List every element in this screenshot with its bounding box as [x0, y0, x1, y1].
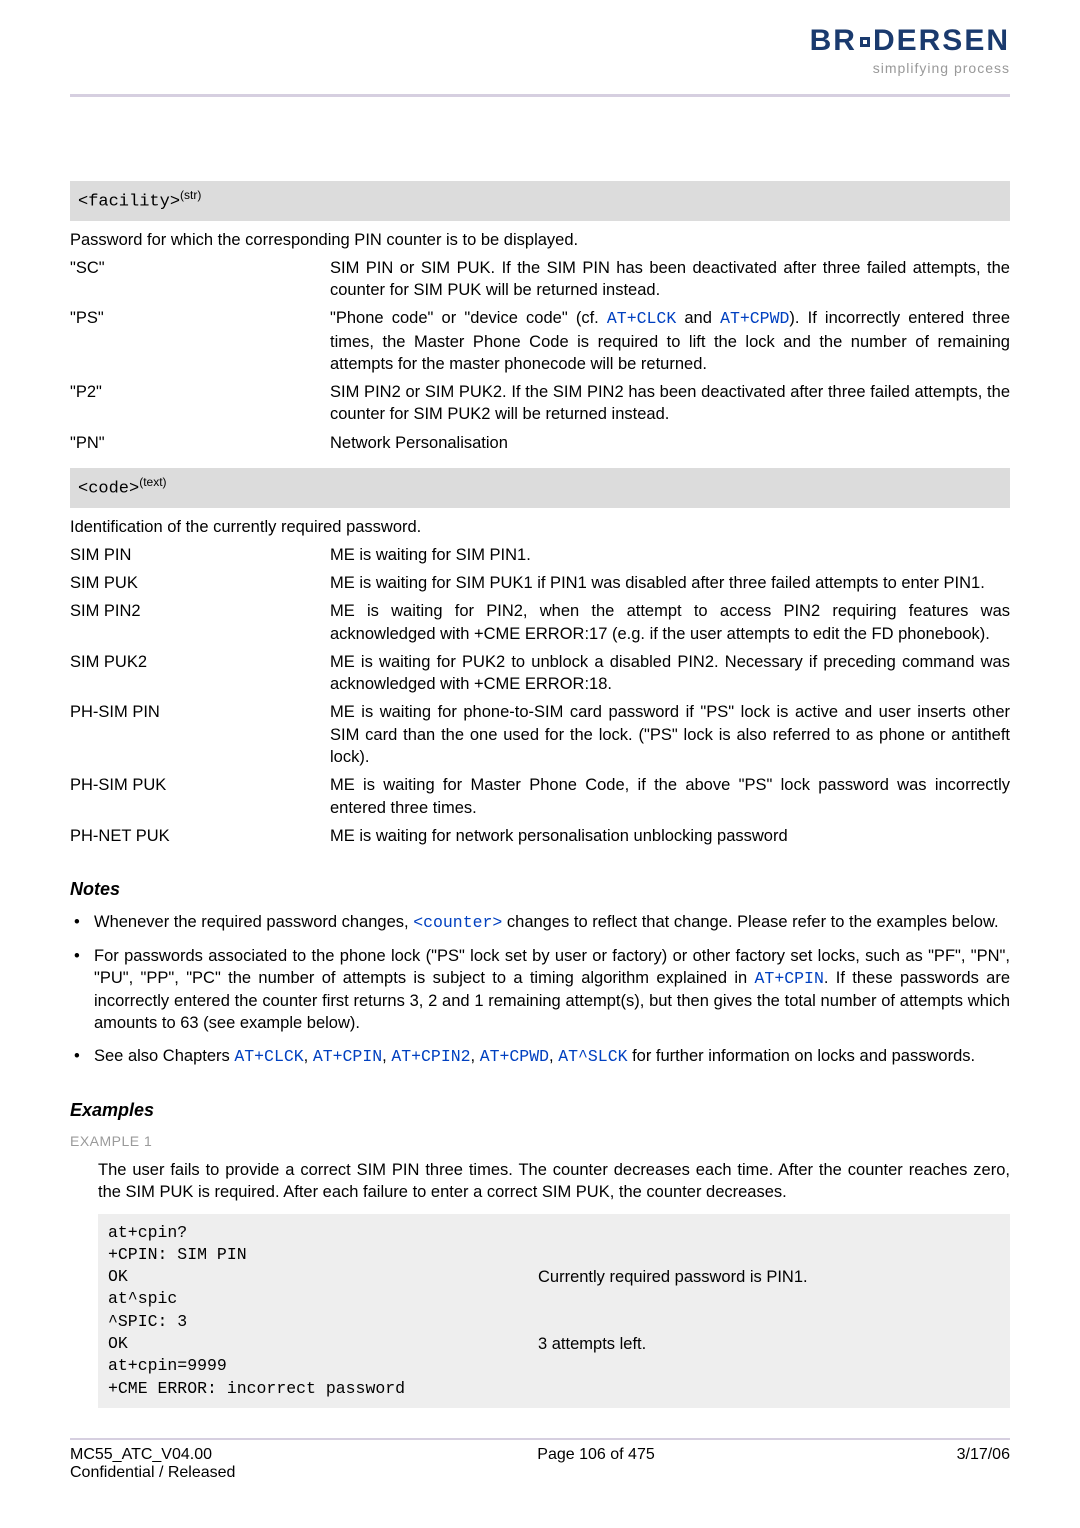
example-label: EXAMPLE 1: [70, 1132, 1010, 1151]
cl4: ^SPIC: 3: [108, 1311, 538, 1333]
note3-c4: ,: [549, 1047, 558, 1065]
code-line-0: at+cpin?: [108, 1222, 1000, 1244]
note3-pre: See also Chapters: [94, 1047, 234, 1065]
brand-name: BRDERSEN: [810, 24, 1010, 58]
brand-tagline: simplifying process: [810, 60, 1010, 76]
note1-post: changes to reflect that change. Please r…: [502, 913, 998, 931]
facility-type: (str): [180, 188, 201, 202]
code-key-5: PH-SIM PUK: [70, 774, 330, 819]
facility-key-p2: "P2": [70, 381, 330, 426]
code-line-1: +CPIN: SIM PIN: [108, 1244, 1000, 1266]
facility-key-pn: "PN": [70, 432, 330, 454]
code-val-1: ME is waiting for SIM PUK1 if PIN1 was d…: [330, 572, 1010, 594]
code-key-3: SIM PUK2: [70, 651, 330, 696]
note-1: Whenever the required password changes, …: [70, 911, 1010, 934]
note3-post: for further information on locks and pas…: [628, 1047, 976, 1065]
code-row-simpin2: SIM PIN2 ME is waiting for PIN2, when th…: [70, 600, 1010, 645]
code-val-3: ME is waiting for PUK2 to unblock a disa…: [330, 651, 1010, 696]
page-footer: MC55_ATC_V04.00 Confidential / Released …: [70, 1440, 1010, 1502]
code-val-2: ME is waiting for PIN2, when the attempt…: [330, 600, 1010, 645]
code-code: <code>: [78, 480, 139, 499]
code-row-phnetpuk: PH-NET PUK ME is waiting for network per…: [70, 825, 1010, 847]
note3-l5: AT^SLCK: [558, 1047, 627, 1066]
code-row-simpuk2: SIM PUK2 ME is waiting for PUK2 to unblo…: [70, 651, 1010, 696]
code-line-2: OKCurrently required password is PIN1.: [108, 1266, 1000, 1288]
example-intro: The user fails to provide a correct SIM …: [70, 1159, 1010, 1204]
code-line-3: at^spic: [108, 1288, 1000, 1310]
notes-heading: Notes: [70, 877, 1010, 901]
cl0: at+cpin?: [108, 1222, 538, 1244]
facility-key-sc: "SC": [70, 257, 330, 302]
code-param-header: <code>(text): [70, 468, 1010, 508]
cr2: Currently required password is PIN1.: [538, 1266, 808, 1288]
cl3: at^spic: [108, 1288, 538, 1310]
cl1: +CPIN: SIM PIN: [108, 1244, 538, 1266]
cl7: +CME ERROR: incorrect password: [108, 1378, 538, 1400]
footer-left: MC55_ATC_V04.00 Confidential / Released: [70, 1446, 235, 1482]
code-val-5: ME is waiting for Master Phone Code, if …: [330, 774, 1010, 819]
facility-val-pn: Network Personalisation: [330, 432, 1010, 454]
facility-row-p2: "P2" SIM PIN2 or SIM PUK2. If the SIM PI…: [70, 381, 1010, 426]
facility-param-header: <facility>(str): [70, 181, 1010, 221]
code-row-phsimpin: PH-SIM PIN ME is waiting for phone-to-SI…: [70, 701, 1010, 768]
code-val-0: ME is waiting for SIM PIN1.: [330, 544, 1010, 566]
facility-row-ps: "PS" "Phone code" or "device code" (cf. …: [70, 307, 1010, 375]
ps-link-cpwd: AT+CPWD: [720, 309, 789, 328]
footer-date: 3/17/06: [957, 1446, 1010, 1482]
note3-l4: AT+CPWD: [480, 1047, 549, 1066]
code-line-7: +CME ERROR: incorrect password: [108, 1378, 1000, 1400]
code-key-6: PH-NET PUK: [70, 825, 330, 847]
page-header: BRDERSEN simplifying process: [70, 0, 1010, 86]
code-row-simpin: SIM PIN ME is waiting for SIM PIN1.: [70, 544, 1010, 566]
note-2: For passwords associated to the phone lo…: [70, 945, 1010, 1035]
ps-link-clck: AT+CLCK: [607, 309, 676, 328]
code-val-6: ME is waiting for network personalisatio…: [330, 825, 1010, 847]
facility-val-p2: SIM PIN2 or SIM PUK2. If the SIM PIN2 ha…: [330, 381, 1010, 426]
facility-val-ps: "Phone code" or "device code" (cf. AT+CL…: [330, 307, 1010, 375]
examples-heading: Examples: [70, 1098, 1010, 1122]
facility-key-ps: "PS": [70, 307, 330, 375]
facility-row-pn: "PN" Network Personalisation: [70, 432, 1010, 454]
facility-intro: Password for which the corresponding PIN…: [70, 229, 1010, 251]
code-val-4: ME is waiting for phone-to-SIM card pass…: [330, 701, 1010, 768]
note3-c2: ,: [382, 1047, 391, 1065]
cl5: OK: [108, 1333, 538, 1355]
note3-l3: AT+CPIN2: [391, 1047, 470, 1066]
facility-row-sc: "SC" SIM PIN or SIM PUK. If the SIM PIN …: [70, 257, 1010, 302]
cr5: 3 attempts left.: [538, 1333, 646, 1355]
code-line-5: OK3 attempts left.: [108, 1333, 1000, 1355]
code-key-2: SIM PIN2: [70, 600, 330, 645]
code-line-4: ^SPIC: 3: [108, 1311, 1000, 1333]
note1-pre: Whenever the required password changes,: [94, 913, 413, 931]
note-3: See also Chapters AT+CLCK, AT+CPIN, AT+C…: [70, 1045, 1010, 1068]
note3-c1: ,: [304, 1047, 313, 1065]
cl6: at+cpin=9999: [108, 1355, 538, 1377]
cl2: OK: [108, 1266, 538, 1288]
code-row-phsimpuk: PH-SIM PUK ME is waiting for Master Phon…: [70, 774, 1010, 819]
footer-page-number: Page 106 of 475: [537, 1446, 654, 1482]
content-area: <facility>(str) Password for which the c…: [70, 97, 1010, 1408]
note2-link: AT+CPIN: [755, 969, 824, 988]
code-key-0: SIM PIN: [70, 544, 330, 566]
code-line-6: at+cpin=9999: [108, 1355, 1000, 1377]
example-code-block: at+cpin? +CPIN: SIM PIN OKCurrently requ…: [98, 1214, 1010, 1408]
footer-confidential: Confidential / Released: [70, 1464, 235, 1482]
code-intro: Identification of the currently required…: [70, 516, 1010, 538]
code-type: (text): [139, 475, 166, 489]
note3-c3: ,: [471, 1047, 480, 1065]
code-key-1: SIM PUK: [70, 572, 330, 594]
note1-link: <counter>: [413, 913, 502, 932]
note3-l2: AT+CPIN: [313, 1047, 382, 1066]
facility-code: <facility>: [78, 193, 180, 212]
ps-pre: "Phone code" or "device code" (cf.: [330, 309, 607, 327]
facility-val-sc: SIM PIN or SIM PUK. If the SIM PIN has b…: [330, 257, 1010, 302]
note3-l1: AT+CLCK: [234, 1047, 303, 1066]
ps-mid: and: [676, 309, 720, 327]
code-key-4: PH-SIM PIN: [70, 701, 330, 768]
footer-doc-id: MC55_ATC_V04.00: [70, 1446, 235, 1464]
notes-list: Whenever the required password changes, …: [70, 911, 1010, 1068]
code-row-simpuk: SIM PUK ME is waiting for SIM PUK1 if PI…: [70, 572, 1010, 594]
brand-logo: BRDERSEN simplifying process: [810, 24, 1010, 76]
